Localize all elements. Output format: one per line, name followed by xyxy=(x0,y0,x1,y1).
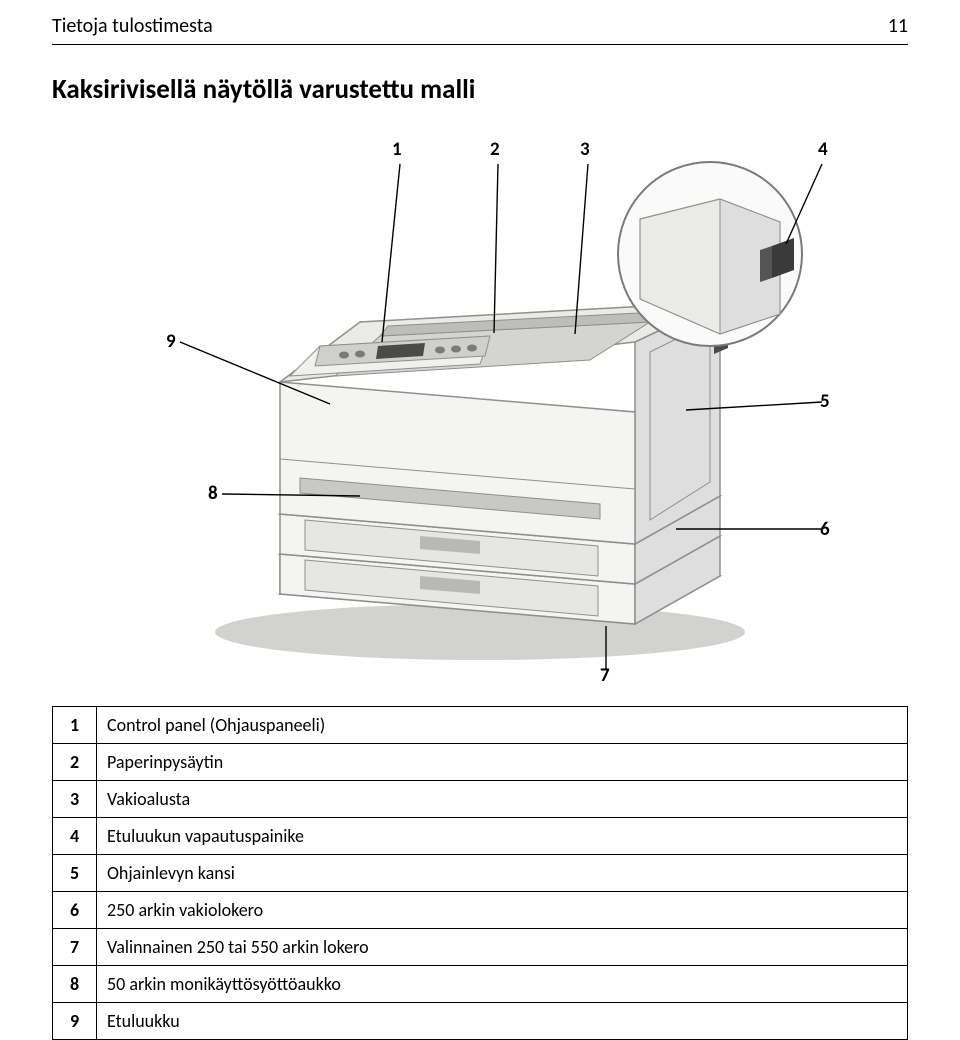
part-label: 250 arkin vakiolokero xyxy=(97,892,908,929)
callout-6: 6 xyxy=(820,518,830,541)
callout-1: 1 xyxy=(392,138,402,161)
callout-2: 2 xyxy=(490,138,500,161)
table-row: 5Ohjainlevyn kansi xyxy=(53,855,908,892)
table-row: 4Etuluukun vapautuspainike xyxy=(53,818,908,855)
part-number: 8 xyxy=(53,966,97,1003)
part-label: Vakioalusta xyxy=(97,781,908,818)
callout-3: 3 xyxy=(580,138,590,161)
table-row: 2Paperinpysäytin xyxy=(53,744,908,781)
table-row: 1Control panel (Ohjauspaneeli) xyxy=(53,707,908,744)
part-label: Control panel (Ohjauspaneeli) xyxy=(97,707,908,744)
part-number: 4 xyxy=(53,818,97,855)
table-row: 850 arkin monikäyttösyöttöaukko xyxy=(53,966,908,1003)
part-label: Paperinpysäytin xyxy=(97,744,908,781)
table-row: 9Etuluukku xyxy=(53,1003,908,1040)
header-rule xyxy=(52,44,908,45)
callout-7: 7 xyxy=(600,664,610,687)
part-label: Valinnainen 250 tai 550 arkin lokero xyxy=(97,929,908,966)
page-title: Kaksirivisellä näytöllä varustettu malli xyxy=(52,73,908,106)
part-label: Ohjainlevyn kansi xyxy=(97,855,908,892)
table-row: 6250 arkin vakiolokero xyxy=(53,892,908,929)
table-row: 3Vakioalusta xyxy=(53,781,908,818)
part-number: 1 xyxy=(53,707,97,744)
callout-4: 4 xyxy=(818,138,828,161)
part-number: 6 xyxy=(53,892,97,929)
part-label: Etuluukun vapautuspainike xyxy=(97,818,908,855)
page-number: 11 xyxy=(888,14,908,38)
printer-diagram: 1 2 3 4 5 6 7 8 9 xyxy=(120,124,840,684)
part-number: 7 xyxy=(53,929,97,966)
part-number: 9 xyxy=(53,1003,97,1040)
callout-8: 8 xyxy=(208,482,218,505)
part-number: 2 xyxy=(53,744,97,781)
part-number: 3 xyxy=(53,781,97,818)
part-label: 50 arkin monikäyttösyöttöaukko xyxy=(97,966,908,1003)
callout-9: 9 xyxy=(166,330,176,353)
parts-table: 1Control panel (Ohjauspaneeli) 2Paperinp… xyxy=(52,706,908,1040)
table-row: 7Valinnainen 250 tai 550 arkin lokero xyxy=(53,929,908,966)
part-label: Etuluukku xyxy=(97,1003,908,1040)
header-section: Tietoja tulostimesta xyxy=(52,14,213,38)
callout-5: 5 xyxy=(820,390,830,413)
part-number: 5 xyxy=(53,855,97,892)
